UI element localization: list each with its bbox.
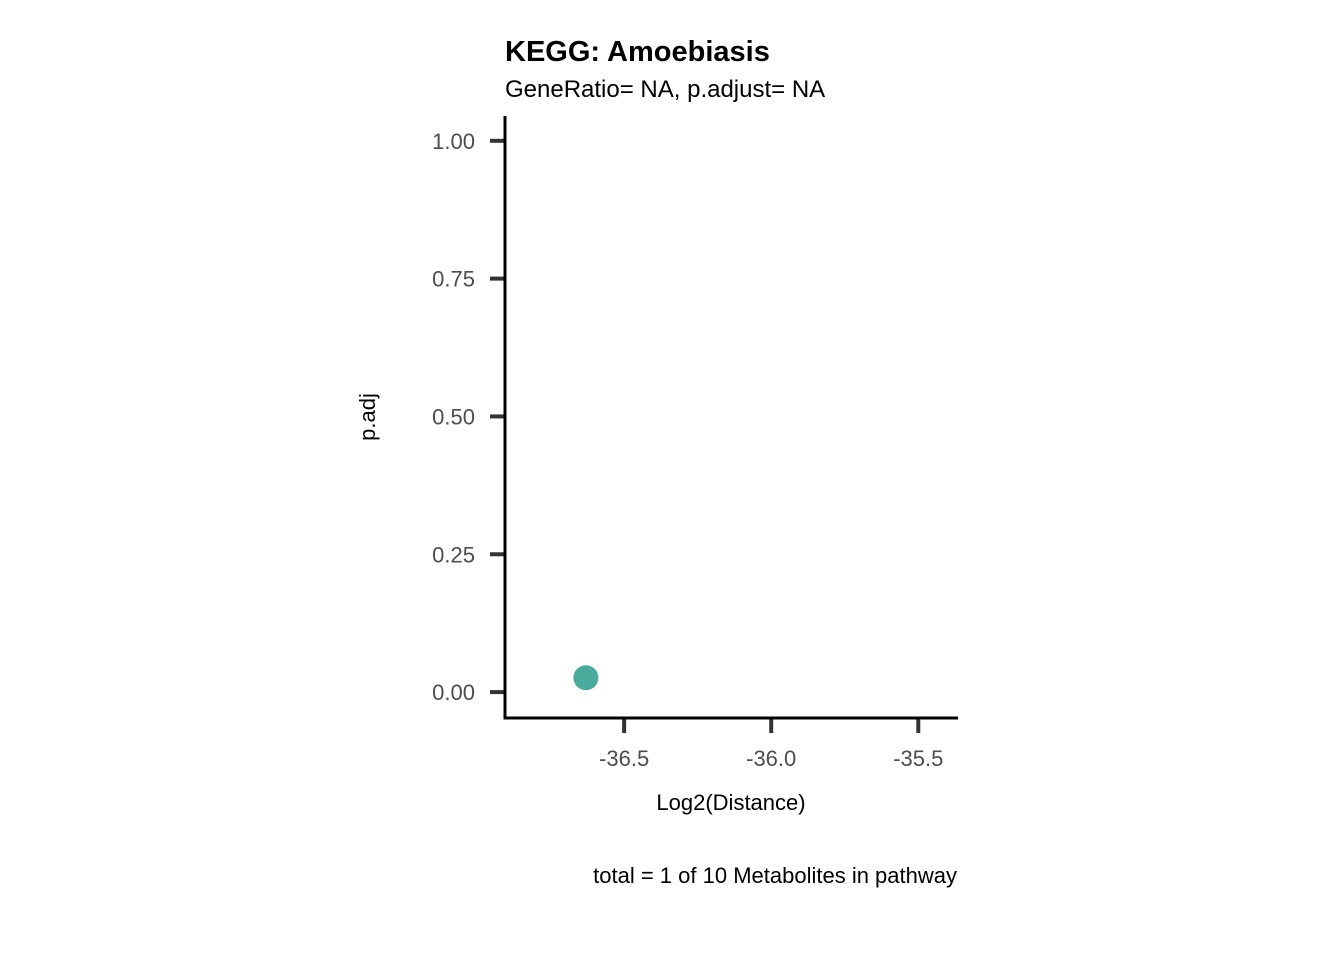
- y-tick-label: 0.75: [432, 267, 475, 292]
- x-tick-label: -36.5: [599, 746, 649, 771]
- y-axis-ticks: 0.00 0.25 0.50 0.75 1.00: [432, 129, 505, 705]
- y-axis-title: p.adj: [355, 393, 380, 441]
- data-point: [573, 665, 599, 691]
- chart-subtitle: GeneRatio= NA, p.adjust= NA: [505, 76, 825, 103]
- y-tick-label: 0.50: [432, 404, 475, 429]
- x-tick-label: -35.5: [893, 746, 943, 771]
- y-tick-label: 1.00: [432, 129, 475, 154]
- chart-caption: total = 1 of 10 Metabolites in pathway: [593, 863, 957, 888]
- y-tick-label: 0.00: [432, 680, 475, 705]
- y-tick-label: 0.25: [432, 542, 475, 567]
- x-tick-label: -36.0: [746, 746, 796, 771]
- x-axis-title: Log2(Distance): [656, 790, 805, 815]
- data-points: [573, 665, 599, 691]
- chart-title: KEGG: Amoebiasis: [505, 36, 770, 68]
- x-axis-ticks: -36.5 -36.0 -35.5: [599, 718, 943, 771]
